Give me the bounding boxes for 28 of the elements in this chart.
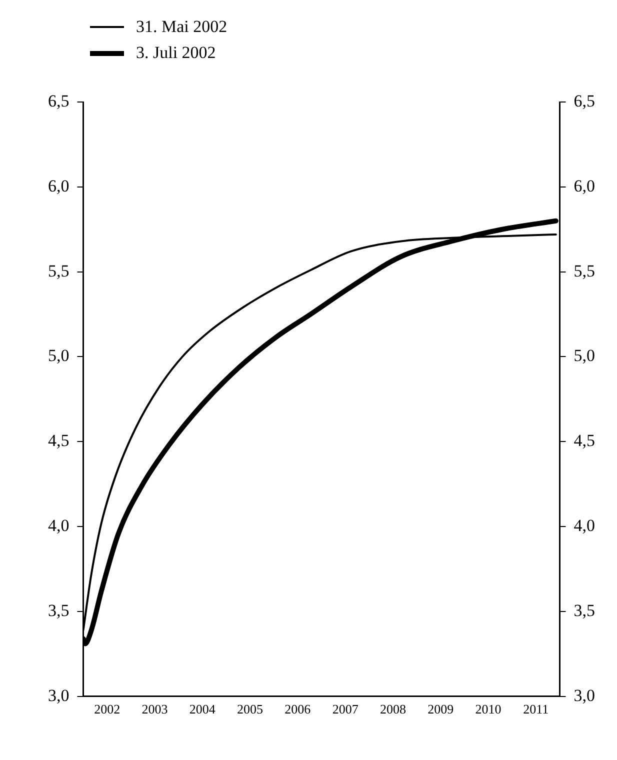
x-tick-label: 2006 — [284, 702, 312, 717]
legend-label: 31. Mai 2002 — [136, 17, 228, 37]
y2-tick-label: 5,0 — [574, 346, 595, 366]
y2-tick-label: 4,5 — [574, 431, 595, 450]
x-tick-label: 2007 — [332, 702, 359, 717]
x-tick-label: 2011 — [523, 702, 549, 717]
y-tick-label: 4,0 — [48, 516, 70, 536]
y-tick-label: 4,5 — [48, 431, 70, 450]
y-tick-label: 5,5 — [48, 261, 70, 280]
y-tick-label: 3,0 — [48, 686, 70, 705]
y2-tick-label: 5,5 — [574, 261, 595, 280]
y-tick-label: 5,0 — [48, 346, 70, 366]
y2-tick-label: 6,0 — [574, 176, 595, 196]
y2-tick-label: 4,0 — [574, 516, 595, 536]
x-tick-label: 2009 — [428, 702, 454, 717]
x-tick-label: 2010 — [475, 702, 502, 717]
y-tick-label: 3,5 — [48, 600, 70, 620]
y2-tick-label: 3,0 — [574, 686, 595, 705]
x-tick-label: 2002 — [94, 702, 120, 717]
y2-tick-label: 3,5 — [574, 600, 595, 620]
x-tick-label: 2005 — [237, 702, 264, 717]
x-tick-label: 2004 — [189, 702, 216, 717]
y-tick-label: 6,5 — [48, 91, 70, 110]
y-tick-label: 6,0 — [48, 176, 70, 196]
y2-tick-label: 6,5 — [574, 91, 595, 110]
x-tick-label: 2008 — [380, 702, 406, 717]
x-tick-label: 2003 — [142, 702, 168, 717]
legend-label: 3. Juli 2002 — [136, 43, 216, 63]
